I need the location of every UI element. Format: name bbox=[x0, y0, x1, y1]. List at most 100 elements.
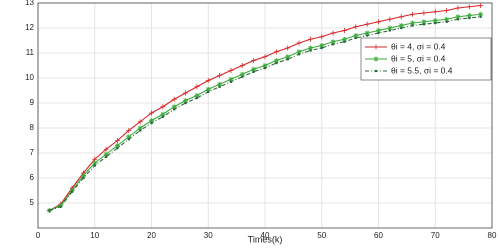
data-point bbox=[364, 30, 370, 36]
data-point bbox=[444, 16, 450, 22]
x-tick-label: 10 bbox=[90, 231, 99, 240]
data-point bbox=[319, 43, 325, 48]
y-tick-label: 9 bbox=[30, 98, 35, 107]
data-point bbox=[285, 45, 291, 51]
x-tick-label: 0 bbox=[36, 231, 41, 240]
data-point bbox=[116, 146, 119, 150]
data-point bbox=[387, 25, 393, 31]
data-point bbox=[217, 73, 223, 78]
data-point bbox=[149, 118, 154, 123]
data-point bbox=[432, 9, 438, 15]
data-point bbox=[285, 54, 291, 60]
data-point bbox=[365, 34, 369, 37]
data-point bbox=[455, 5, 461, 11]
data-point bbox=[307, 45, 313, 51]
data-point bbox=[239, 71, 245, 77]
data-point bbox=[127, 137, 131, 141]
data-point bbox=[70, 190, 74, 194]
data-point bbox=[104, 155, 108, 159]
data-point bbox=[421, 10, 427, 16]
y-tick-label: 7 bbox=[30, 148, 35, 157]
data-point bbox=[228, 76, 234, 82]
data-point bbox=[343, 40, 346, 44]
data-point bbox=[307, 36, 313, 42]
data-point bbox=[161, 115, 165, 119]
data-point bbox=[150, 121, 153, 125]
data-point bbox=[297, 52, 301, 56]
data-point bbox=[228, 68, 234, 73]
data-point bbox=[273, 49, 279, 55]
data-point bbox=[103, 151, 109, 157]
data-point bbox=[149, 110, 154, 116]
data-point bbox=[433, 21, 437, 25]
data-point bbox=[468, 16, 471, 20]
data-point bbox=[82, 176, 85, 180]
y-tick-label: 11 bbox=[26, 48, 35, 57]
data-point bbox=[126, 128, 132, 133]
y-tick-label: 13 bbox=[25, 0, 34, 7]
legend-label: θi = 4, σi = 0.4 bbox=[391, 41, 446, 51]
data-point bbox=[331, 42, 335, 46]
data-point bbox=[251, 66, 257, 72]
data-point bbox=[195, 96, 199, 100]
data-point bbox=[410, 11, 416, 17]
data-point bbox=[410, 20, 416, 26]
data-point bbox=[126, 134, 132, 140]
data-point bbox=[205, 86, 211, 92]
data-point bbox=[275, 61, 278, 65]
data-point bbox=[353, 24, 359, 30]
data-point bbox=[59, 205, 63, 209]
y-tick-label: 8 bbox=[30, 123, 35, 132]
data-point bbox=[341, 36, 347, 42]
data-point bbox=[184, 101, 187, 105]
data-point bbox=[92, 160, 98, 166]
x-tick-label: 40 bbox=[261, 231, 270, 240]
data-point bbox=[217, 81, 223, 87]
y-tick-label: 6 bbox=[30, 173, 35, 182]
data-point bbox=[48, 209, 51, 212]
x-tick-label: 80 bbox=[488, 231, 497, 240]
data-point bbox=[455, 14, 461, 20]
data-point bbox=[432, 18, 438, 23]
x-tick-label: 50 bbox=[317, 231, 326, 240]
data-point bbox=[183, 90, 189, 96]
data-point bbox=[376, 28, 381, 33]
data-point bbox=[251, 58, 257, 63]
data-point bbox=[218, 85, 221, 89]
data-point bbox=[456, 17, 460, 21]
data-point bbox=[93, 164, 97, 167]
data-point bbox=[444, 8, 450, 13]
data-point bbox=[320, 46, 324, 50]
y-tick-label: 10 bbox=[25, 73, 34, 82]
x-axis-label: Times(k) bbox=[248, 234, 283, 244]
data-point bbox=[353, 33, 359, 38]
data-point bbox=[422, 22, 426, 26]
data-point bbox=[205, 78, 211, 83]
data-point bbox=[399, 26, 403, 30]
data-point bbox=[273, 58, 279, 63]
data-point bbox=[262, 54, 268, 60]
data-point bbox=[330, 30, 336, 36]
legend-label: θi = 5, σi = 0.4 bbox=[391, 53, 446, 63]
x-tick-label: 70 bbox=[431, 231, 440, 240]
data-point bbox=[171, 96, 177, 102]
data-point bbox=[252, 70, 255, 74]
data-point bbox=[262, 63, 268, 68]
legend-marker bbox=[373, 44, 379, 50]
data-point bbox=[387, 16, 393, 22]
data-point bbox=[466, 4, 472, 10]
data-point bbox=[319, 34, 325, 40]
y-tick-label: 5 bbox=[30, 198, 35, 207]
data-point bbox=[171, 104, 177, 110]
plot-frame bbox=[37, 2, 493, 229]
data-point bbox=[411, 24, 414, 27]
data-point bbox=[194, 93, 200, 98]
legend-marker bbox=[374, 69, 378, 73]
data-point bbox=[388, 29, 392, 32]
data-point bbox=[296, 40, 302, 46]
data-point bbox=[376, 19, 381, 25]
data-point bbox=[309, 49, 312, 52]
data-point bbox=[478, 11, 484, 17]
data-point bbox=[103, 146, 109, 152]
